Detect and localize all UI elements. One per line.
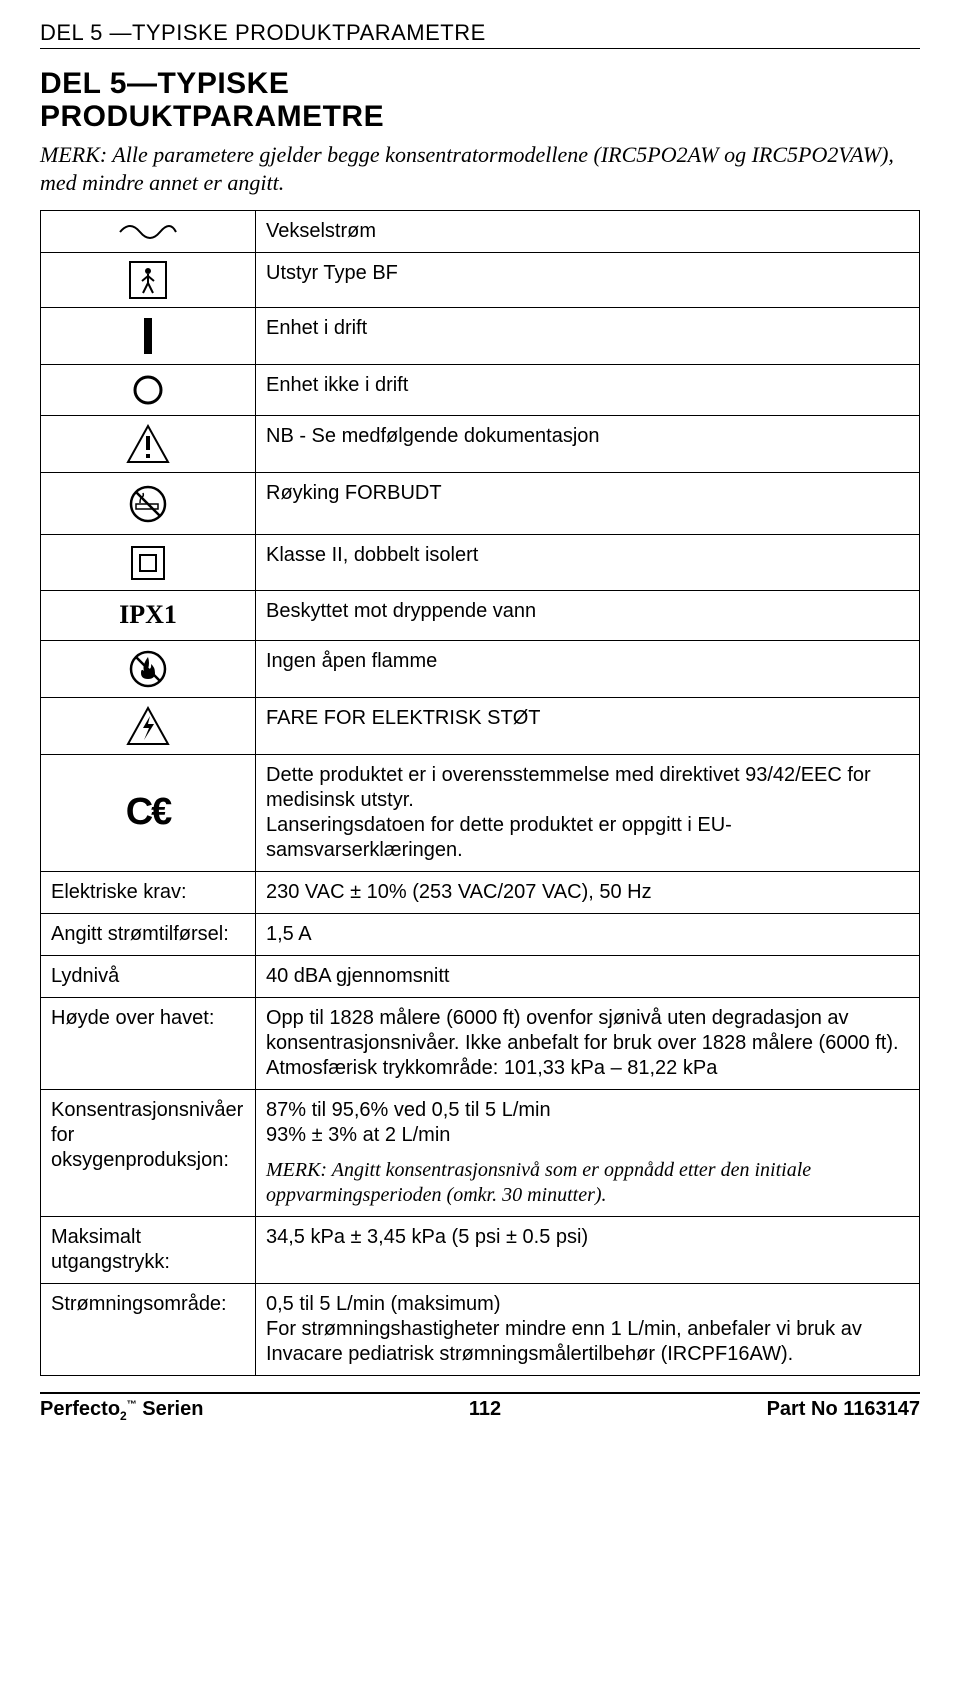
off-label: Enhet ikke i drift xyxy=(256,365,920,416)
on-icon xyxy=(41,308,256,365)
section-title: DEL 5—TYPISKE PRODUKTPARAMETRE xyxy=(40,67,920,133)
table-row: Enhet i drift xyxy=(41,308,920,365)
table-row: C€ Dette produktet er i overensstemmelse… xyxy=(41,754,920,871)
title-line-1: DEL 5—TYPISKE xyxy=(40,67,289,100)
current-value: 1,5 A xyxy=(256,913,920,955)
table-row: Klasse II, dobbelt isolert xyxy=(41,535,920,591)
table-row: Enhet ikke i drift xyxy=(41,365,920,416)
type-bf-icon xyxy=(41,253,256,308)
max-pressure-value: 34,5 kPa ± 3,45 kPa (5 psi ± 0.5 psi) xyxy=(256,1216,920,1283)
ipx1-text: IPX1 xyxy=(119,600,177,629)
page-header: DEL 5 —TYPISKE PRODUKTPARAMETRE xyxy=(40,20,920,49)
table-row: Utstyr Type BF xyxy=(41,253,920,308)
class-ii-label: Klasse II, dobbelt isolert xyxy=(256,535,920,591)
footer-series: Serien xyxy=(137,1398,204,1420)
table-row: NB - Se medfølgende dokumentasjon xyxy=(41,416,920,473)
concentration-text: 87% til 95,6% ved 0,5 til 5 L/min93% ± 3… xyxy=(266,1099,551,1146)
flow-range-value: 0,5 til 5 L/min (maksimum)For strømnings… xyxy=(256,1283,920,1375)
concentration-value: 87% til 95,6% ved 0,5 til 5 L/min93% ± 3… xyxy=(256,1089,920,1216)
current-label: Angitt strømtilførsel: xyxy=(41,913,256,955)
title-line-2: PRODUKTPARAMETRE xyxy=(40,100,384,133)
footer-left: Perfecto2™ Serien xyxy=(40,1398,203,1423)
table-row: Høyde over havet: Opp til 1828 målere (6… xyxy=(41,997,920,1089)
shock-label: FARE FOR ELEKTRISK STØT xyxy=(256,697,920,754)
shock-icon xyxy=(41,697,256,754)
ac-label: Vekselstrøm xyxy=(256,211,920,253)
attention-icon xyxy=(41,416,256,473)
footer-part-number: Part No 1163147 xyxy=(767,1398,920,1423)
table-row: Lydnivå 40 dBA gjennomsnitt xyxy=(41,955,920,997)
table-row: Røyking FORBUDT xyxy=(41,473,920,535)
on-label: Enhet i drift xyxy=(256,308,920,365)
attention-label: NB - Se medfølgende dokumentasjon xyxy=(256,416,920,473)
ipx1-desc: Beskyttet mot dryppende vann xyxy=(256,591,920,641)
table-row: Angitt strømtilførsel: 1,5 A xyxy=(41,913,920,955)
sound-value: 40 dBA gjennomsnitt xyxy=(256,955,920,997)
table-row: IPX1 Beskyttet mot dryppende vann xyxy=(41,591,920,641)
footer-product: Perfecto xyxy=(40,1398,120,1420)
page-footer: Perfecto2™ Serien 112 Part No 1163147 xyxy=(40,1392,920,1423)
electrical-req-value: 230 VAC ± 10% (253 VAC/207 VAC), 50 Hz xyxy=(256,871,920,913)
concentration-label: Konsentrasjonsnivåer for oksygenproduksj… xyxy=(41,1089,256,1216)
table-row: FARE FOR ELEKTRISK STØT xyxy=(41,697,920,754)
max-pressure-label: Maksimalt utgangstrykk: xyxy=(41,1216,256,1283)
ipx1-label-cell: IPX1 xyxy=(41,591,256,641)
type-bf-label: Utstyr Type BF xyxy=(256,253,920,308)
altitude-label: Høyde over havet: xyxy=(41,997,256,1089)
flow-range-label: Strømningsområde: xyxy=(41,1283,256,1375)
parameter-table: Vekselstrøm Utstyr Type BF Enhet i drift… xyxy=(40,210,920,1376)
intro-note: MERK: Alle parametere gjelder begge kons… xyxy=(40,141,920,196)
ac-icon xyxy=(41,211,256,253)
table-row: Ingen åpen flamme xyxy=(41,640,920,697)
ce-mark-icon: C€ xyxy=(41,754,256,871)
no-smoking-label: Røyking FORBUDT xyxy=(256,473,920,535)
footer-page-number: 112 xyxy=(469,1398,501,1423)
concentration-note: MERK: Angitt konsentrasjonsnivå som er o… xyxy=(266,1158,909,1208)
no-smoking-icon xyxy=(41,473,256,535)
table-row: Maksimalt utgangstrykk: 34,5 kPa ± 3,45 … xyxy=(41,1216,920,1283)
ce-desc: Dette produktet er i overensstemmelse me… xyxy=(256,754,920,871)
table-row: Konsentrasjonsnivåer for oksygenproduksj… xyxy=(41,1089,920,1216)
table-row: Vekselstrøm xyxy=(41,211,920,253)
off-icon xyxy=(41,365,256,416)
table-row: Elektriske krav: 230 VAC ± 10% (253 VAC/… xyxy=(41,871,920,913)
altitude-value: Opp til 1828 målere (6000 ft) ovenfor sj… xyxy=(256,997,920,1089)
sound-label: Lydnivå xyxy=(41,955,256,997)
no-flame-icon xyxy=(41,640,256,697)
table-row: Strømningsområde: 0,5 til 5 L/min (maksi… xyxy=(41,1283,920,1375)
class-ii-icon xyxy=(41,535,256,591)
electrical-req-label: Elektriske krav: xyxy=(41,871,256,913)
no-flame-label: Ingen åpen flamme xyxy=(256,640,920,697)
